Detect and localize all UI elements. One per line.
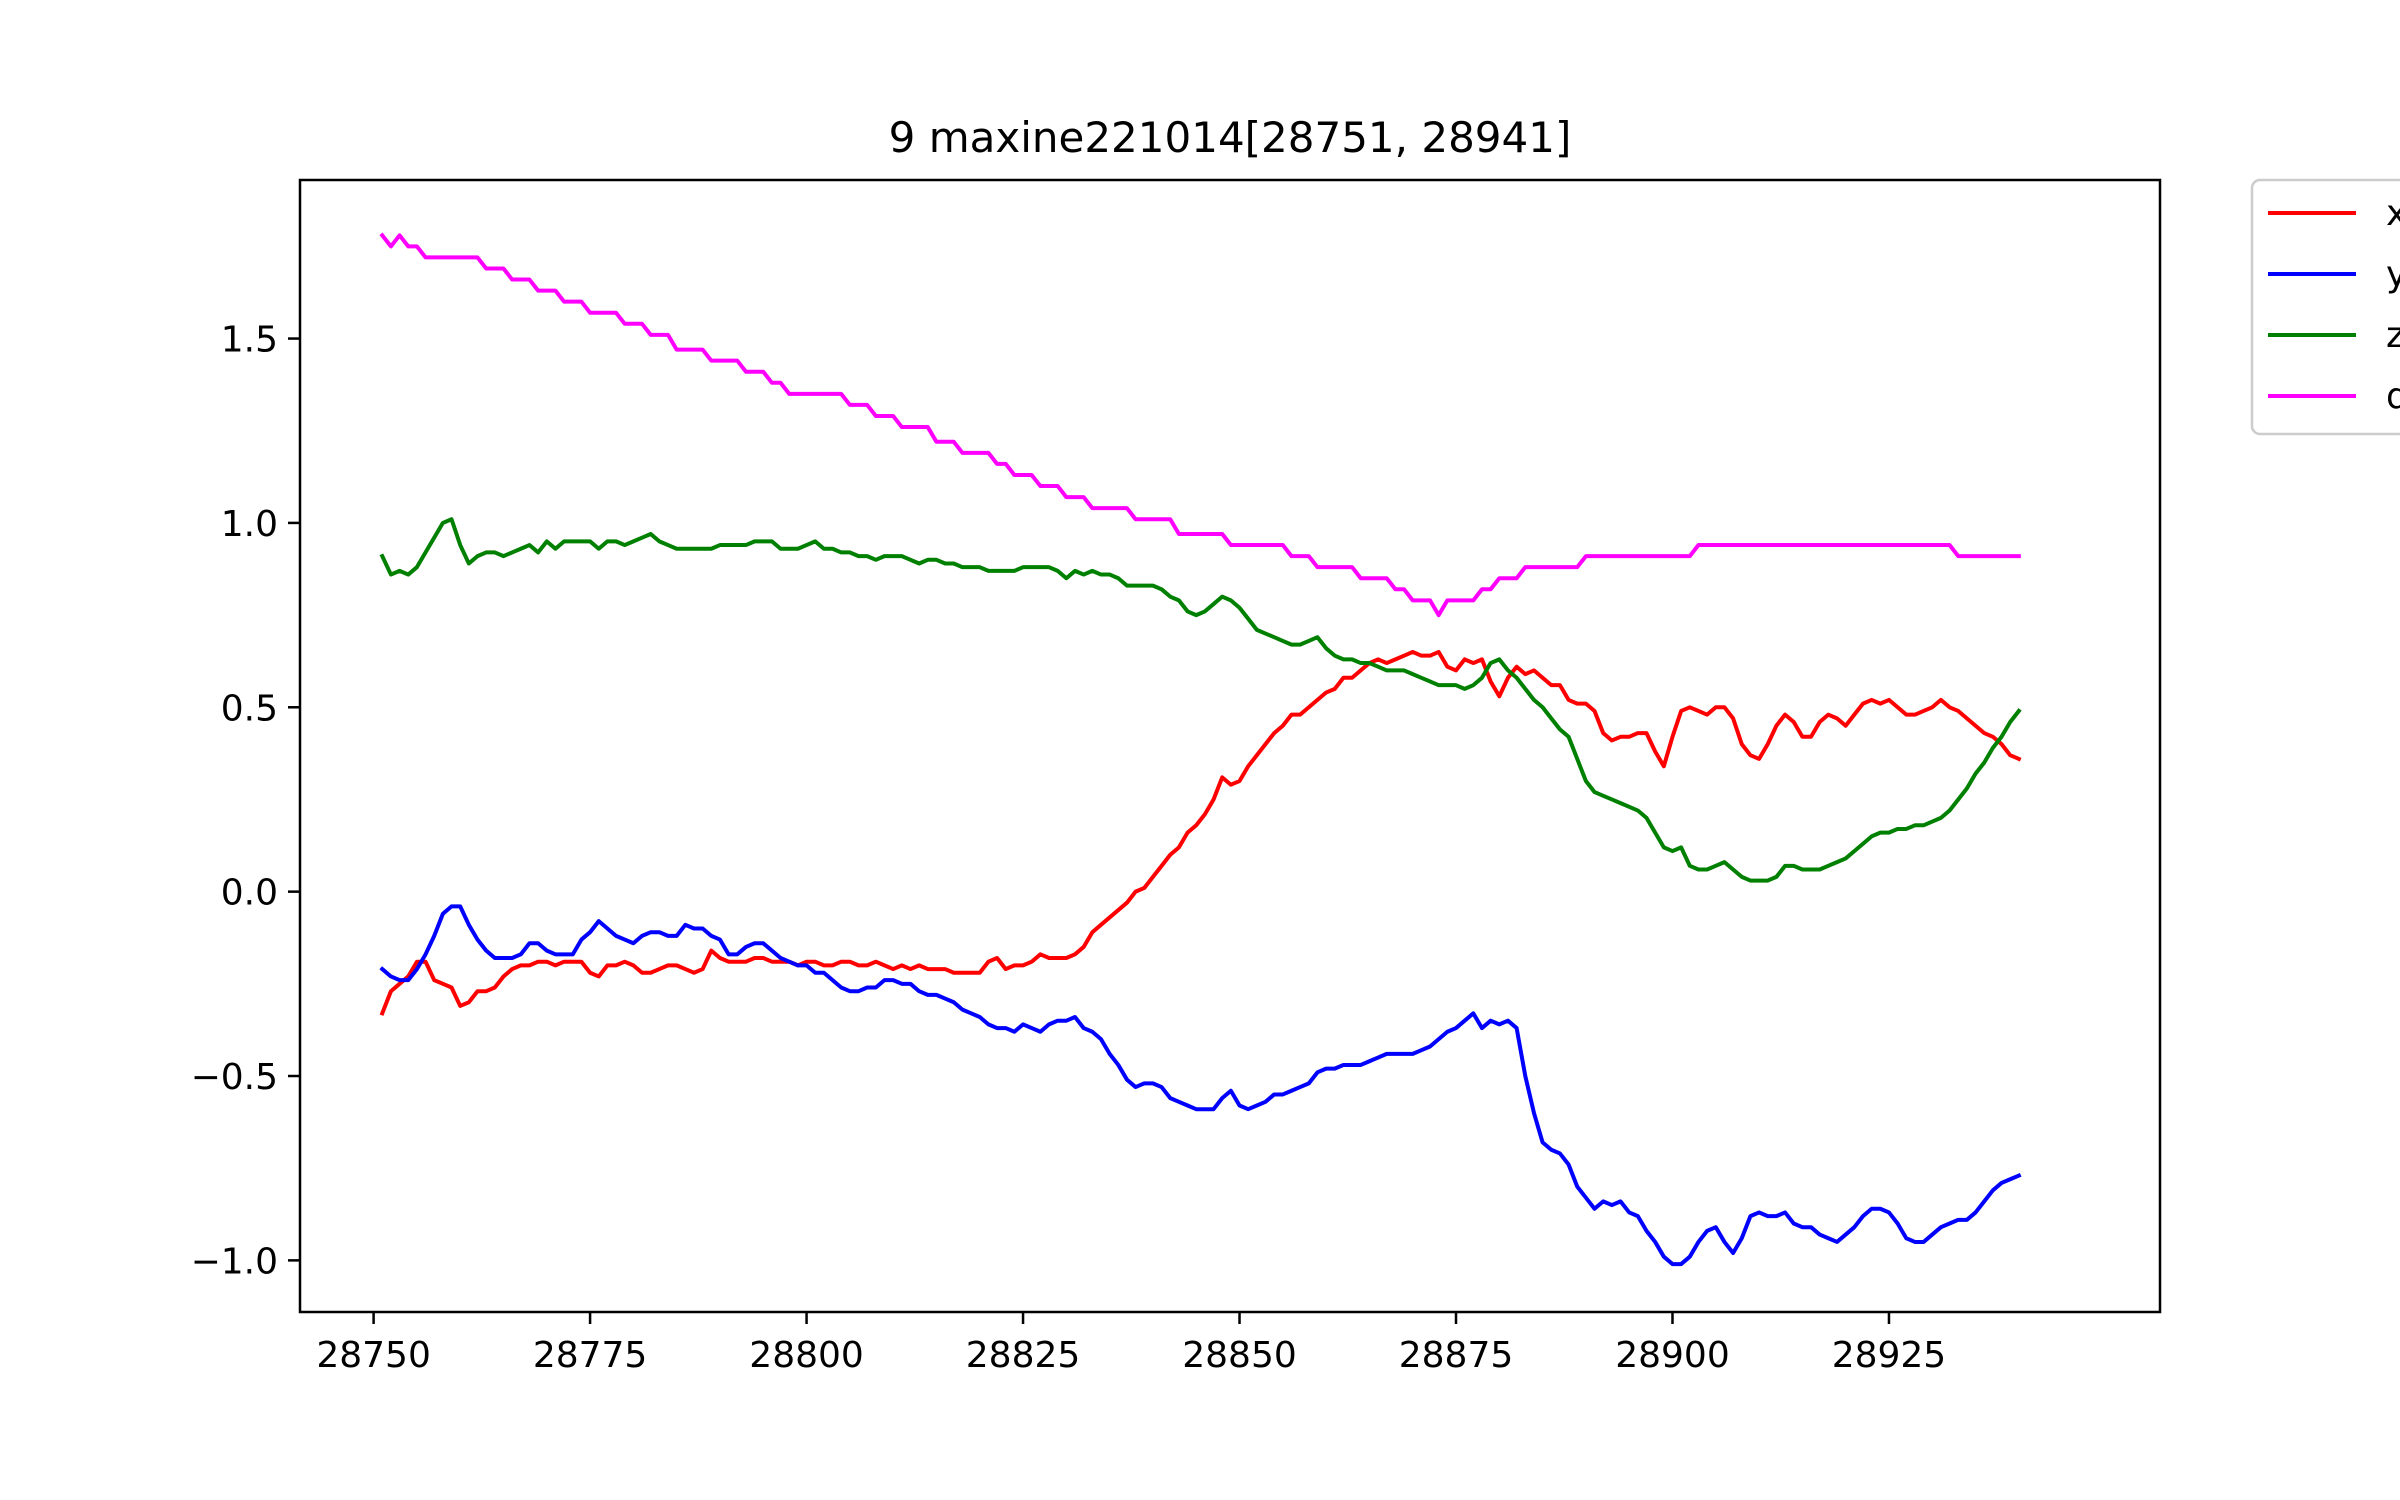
y-tick-label: 1.5 [221,320,278,361]
series-line-d [379,232,2021,618]
series-line-z [379,517,2022,883]
legend-label-z: z [2386,315,2400,356]
legend-box [2250,178,2400,436]
series-layer [379,232,2022,1267]
legend-label-x: x [2386,193,2400,234]
y-tick-label: 0.5 [221,688,278,729]
y-tick-label: 0.0 [221,873,278,914]
x-tick-label: 28800 [749,1335,864,1376]
legend-label-d: d [2386,376,2400,417]
x-tick-label: 28750 [316,1335,431,1376]
x-tick-label: 28850 [1182,1335,1297,1376]
y-tick-label: 1.0 [221,504,278,545]
series-line-y [379,904,2022,1267]
y-tick-label: −1.0 [191,1241,278,1282]
x-tick-label: 28925 [1832,1335,1947,1376]
chart-title: 9 maxine221014[28751, 28941] [889,113,1572,162]
plot-frame [298,178,2162,1314]
x-axis: 28750 28775 28800 28825 28850 28875 28900 28925 [316,1312,1946,1376]
y-tick-label: −0.5 [191,1057,278,1098]
x-tick-label: 28875 [1399,1335,1514,1376]
legend-label-y: y [2386,254,2400,295]
y-axis: −1.0 −0.5 0.0 0.5 1.0 1.5 [191,320,300,1282]
x-tick-label: 28825 [966,1335,1081,1376]
x-tick-label: 28900 [1615,1335,1730,1376]
series-line-x [379,649,2022,1016]
x-tick-label: 28775 [533,1335,648,1376]
